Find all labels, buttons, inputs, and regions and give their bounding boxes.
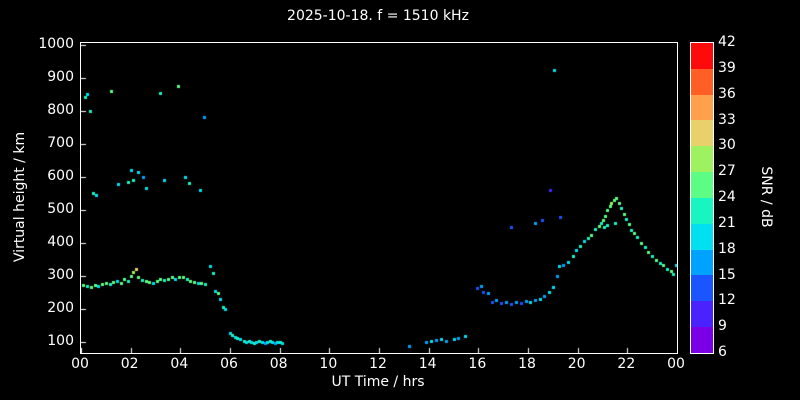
colorbar-segment [691, 68, 713, 95]
plot-area [80, 42, 678, 354]
x-tick-label: 22 [617, 356, 636, 372]
x-tick-label: 00 [667, 356, 685, 372]
x-tick-label: 16 [468, 356, 487, 372]
colorbar [690, 42, 714, 354]
colorbar-segment [691, 120, 713, 147]
colorbar-tick-label: 6 [718, 344, 727, 360]
colorbar-segment [691, 43, 713, 69]
y-axis-label: Virtual height / km [12, 131, 28, 263]
y-tick-label: 100 [47, 333, 74, 349]
colorbar-tick-label: 27 [718, 163, 736, 180]
colorbar-label: SNR / dB [758, 166, 774, 228]
colorbar-segment [691, 327, 713, 353]
colorbar-segment [691, 249, 713, 276]
x-tick-label: 02 [120, 356, 139, 372]
y-tick-label: 900 [47, 69, 74, 85]
colorbar-tick-label: 9 [718, 318, 727, 335]
x-tick-label: 18 [518, 356, 536, 372]
colorbar-segment [691, 197, 713, 224]
colorbar-tick-label: 33 [718, 111, 736, 128]
x-tick-label: 06 [220, 356, 238, 372]
colorbar-tick-label: 18 [718, 240, 736, 257]
x-axis-label: UT Time / hrs [331, 374, 425, 390]
y-tick-label: 600 [47, 168, 74, 184]
chart-title: 2025-10-18. f = 1510 kHz [287, 8, 469, 24]
colorbar-tick-label: 39 [718, 59, 736, 76]
colorbar-segment [691, 275, 713, 302]
y-tick-label: 200 [47, 300, 74, 316]
colorbar-tick-label: 42 [718, 34, 736, 50]
colorbar-segment [691, 146, 713, 173]
y-tick-label: 800 [47, 102, 74, 118]
colorbar-segment [691, 223, 713, 250]
y-tick-label: 500 [47, 201, 74, 217]
y-tick-label: 400 [47, 234, 74, 250]
x-tick-label: 20 [567, 356, 586, 372]
colorbar-segment [691, 172, 713, 198]
colorbar-tick-label: 24 [718, 189, 736, 205]
x-tick-label: 12 [369, 356, 387, 372]
y-tick-label: 300 [47, 267, 74, 283]
x-tick-label: 10 [319, 356, 338, 372]
colorbar-segment [691, 301, 713, 328]
y-tick-label: 700 [47, 135, 74, 151]
colorbar-tick-label: 15 [718, 266, 736, 283]
x-tick-label: 04 [170, 356, 189, 372]
colorbar-tick-label: 21 [718, 214, 736, 231]
colorbar-tick-label: 30 [718, 137, 736, 154]
x-tick-label: 00 [71, 356, 89, 372]
colorbar-tick-label: 36 [718, 85, 736, 102]
colorbar-segment [691, 94, 713, 121]
scatter-canvas [81, 43, 677, 353]
y-tick-label: 1000 [38, 36, 74, 52]
x-tick-label: 14 [418, 356, 437, 372]
x-tick-label: 08 [269, 356, 288, 372]
colorbar-tick-label: 12 [718, 292, 736, 309]
